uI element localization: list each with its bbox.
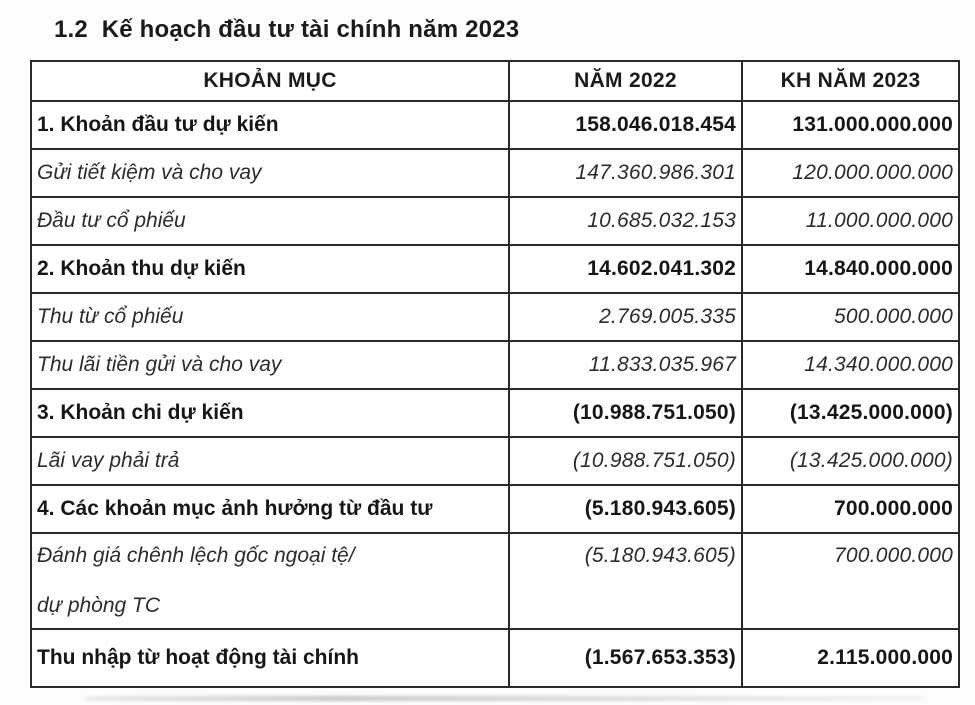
value-2022: 14.602.041.302 bbox=[508, 244, 743, 294]
value-kh2023: 700.000.000 bbox=[741, 532, 960, 630]
row-label: Lãi vay phải trả bbox=[30, 436, 510, 486]
row-label: 4. Các khoản mục ảnh hưởng từ đầu tư bbox=[30, 484, 510, 534]
row-label: 3. Khoản chi dự kiến bbox=[30, 388, 510, 438]
value-kh2023: 131.000.000.000 bbox=[741, 100, 960, 150]
column-header-2022: NĂM 2022 bbox=[508, 60, 743, 102]
table-header-row: KHOẢN MỤC NĂM 2022 KH NĂM 2023 bbox=[30, 60, 960, 102]
value-2022: 2.769.005.335 bbox=[508, 292, 743, 342]
table-row-loan-interest: Lãi vay phải trả (10.988.751.050) (13.42… bbox=[30, 436, 960, 486]
value-kh2023: 120.000.000.000 bbox=[741, 148, 960, 198]
table-row-investment-effects: 4. Các khoản mục ảnh hưởng từ đầu tư (5.… bbox=[30, 484, 960, 534]
table-row-stock-income: Thu từ cổ phiếu 2.769.005.335 500.000.00… bbox=[30, 292, 960, 342]
scan-artifact bbox=[85, 696, 925, 701]
value-kh2023: (13.425.000.000) bbox=[741, 388, 960, 438]
value-2022: (10.988.751.050) bbox=[508, 436, 743, 486]
value-2022: 147.360.986.301 bbox=[508, 148, 743, 198]
table-row-interest-income: Thu lãi tiền gửi và cho vay 11.833.035.9… bbox=[30, 340, 960, 390]
label-line-1: Đánh giá chênh lệch gốc ngoại tệ/ bbox=[37, 544, 355, 567]
value-2022: 11.833.035.967 bbox=[508, 340, 743, 390]
table-row-fx-revaluation: Đánh giá chênh lệch gốc ngoại tệ/ dự phò… bbox=[30, 532, 960, 630]
value-2022: (1.567.653.353) bbox=[508, 628, 743, 688]
value-kh2023: (13.425.000.000) bbox=[741, 436, 960, 486]
row-label: Thu nhập từ hoạt động tài chính bbox=[30, 628, 510, 688]
row-label: 1. Khoản đầu tư dự kiến bbox=[30, 100, 510, 150]
table-row-stock-investment: Đầu tư cổ phiếu 10.685.032.153 11.000.00… bbox=[30, 196, 960, 246]
value-kh2023: 2.115.000.000 bbox=[741, 628, 960, 688]
value-kh2023: 11.000.000.000 bbox=[741, 196, 960, 246]
value-kh2023: 700.000.000 bbox=[741, 484, 960, 534]
section-title: 1.2 Kế hoạch đầu tư tài chính năm 2023 bbox=[54, 16, 520, 43]
label-line-2: dự phòng TC bbox=[37, 594, 161, 617]
row-label: Đầu tư cổ phiếu bbox=[30, 196, 510, 246]
value-kh2023: 14.340.000.000 bbox=[741, 340, 960, 390]
value-2022: (5.180.943.605) bbox=[508, 484, 743, 534]
value-2022: 10.685.032.153 bbox=[508, 196, 743, 246]
table-row-savings-loans: Gửi tiết kiệm và cho vay 147.360.986.301… bbox=[30, 148, 960, 198]
value-2022: 158.046.018.454 bbox=[508, 100, 743, 150]
column-header-items: KHOẢN MỤC bbox=[30, 60, 510, 102]
table-row-expense-total: 3. Khoản chi dự kiến (10.988.751.050) (1… bbox=[30, 388, 960, 438]
row-label: Thu lãi tiền gửi và cho vay bbox=[30, 340, 510, 390]
row-label: Đánh giá chênh lệch gốc ngoại tệ/ dự phò… bbox=[30, 532, 510, 630]
value-kh2023: 500.000.000 bbox=[741, 292, 960, 342]
value-kh2023: 14.840.000.000 bbox=[741, 244, 960, 294]
row-label: 2. Khoản thu dự kiến bbox=[30, 244, 510, 294]
financial-plan-table: KHOẢN MỤC NĂM 2022 KH NĂM 2023 1. Khoản … bbox=[30, 60, 960, 688]
value-2022: (10.988.751.050) bbox=[508, 388, 743, 438]
table-row-financial-income-total: Thu nhập từ hoạt động tài chính (1.567.6… bbox=[30, 628, 960, 688]
table-row-revenue-total: 2. Khoản thu dự kiến 14.602.041.302 14.8… bbox=[30, 244, 960, 294]
value-2022: (5.180.943.605) bbox=[508, 532, 743, 630]
row-label: Thu từ cổ phiếu bbox=[30, 292, 510, 342]
column-header-kh2023: KH NĂM 2023 bbox=[741, 60, 960, 102]
table-row-investment-total: 1. Khoản đầu tư dự kiến 158.046.018.454 … bbox=[30, 100, 960, 150]
row-label: Gửi tiết kiệm và cho vay bbox=[30, 148, 510, 198]
